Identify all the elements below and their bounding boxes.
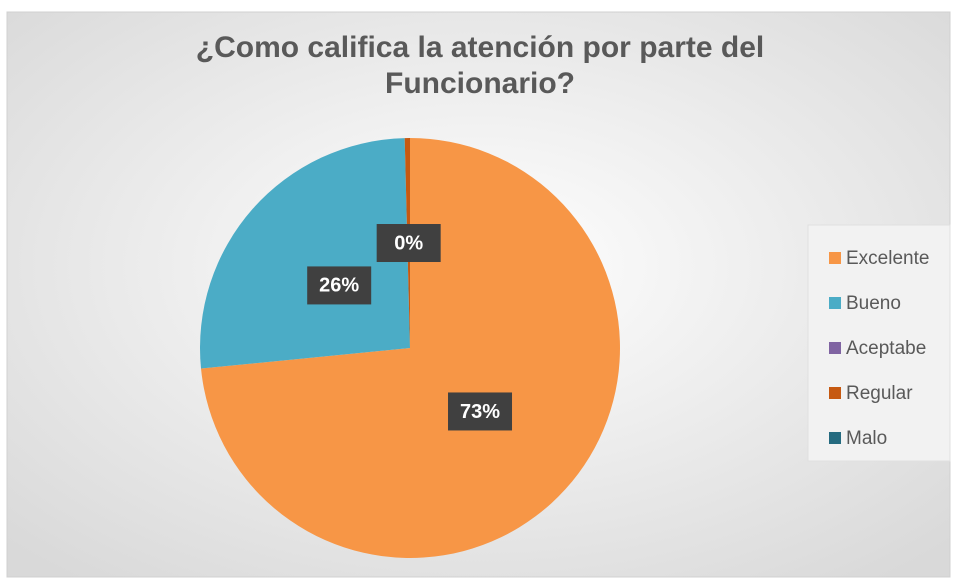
- pie-slice: [200, 138, 410, 369]
- legend-swatch: [829, 432, 841, 444]
- legend-swatch: [829, 252, 841, 264]
- legend-label: Regular: [846, 383, 913, 404]
- data-label: 26%: [319, 275, 359, 297]
- data-labels: 73% 26% 0%: [307, 224, 513, 431]
- legend-label: Excelente: [846, 248, 929, 269]
- legend: Excelente Bueno Aceptabe Regular Malo: [829, 248, 929, 449]
- data-label: 73%: [460, 401, 500, 423]
- data-label: 0%: [394, 232, 423, 254]
- legend-swatch: [829, 342, 841, 354]
- legend-label: Aceptabe: [846, 338, 926, 359]
- legend-label: Bueno: [846, 293, 901, 314]
- data-label-box: [376, 224, 441, 263]
- legend-label: Malo: [846, 428, 887, 449]
- data-label-box: [448, 392, 513, 431]
- legend-swatch: [829, 297, 841, 309]
- legend-swatch: [829, 387, 841, 399]
- chart-title: ¿Como califica la atención por parte del…: [195, 31, 765, 100]
- pie: [200, 138, 620, 558]
- data-label-box: [307, 266, 372, 305]
- pie-slice: [201, 138, 620, 558]
